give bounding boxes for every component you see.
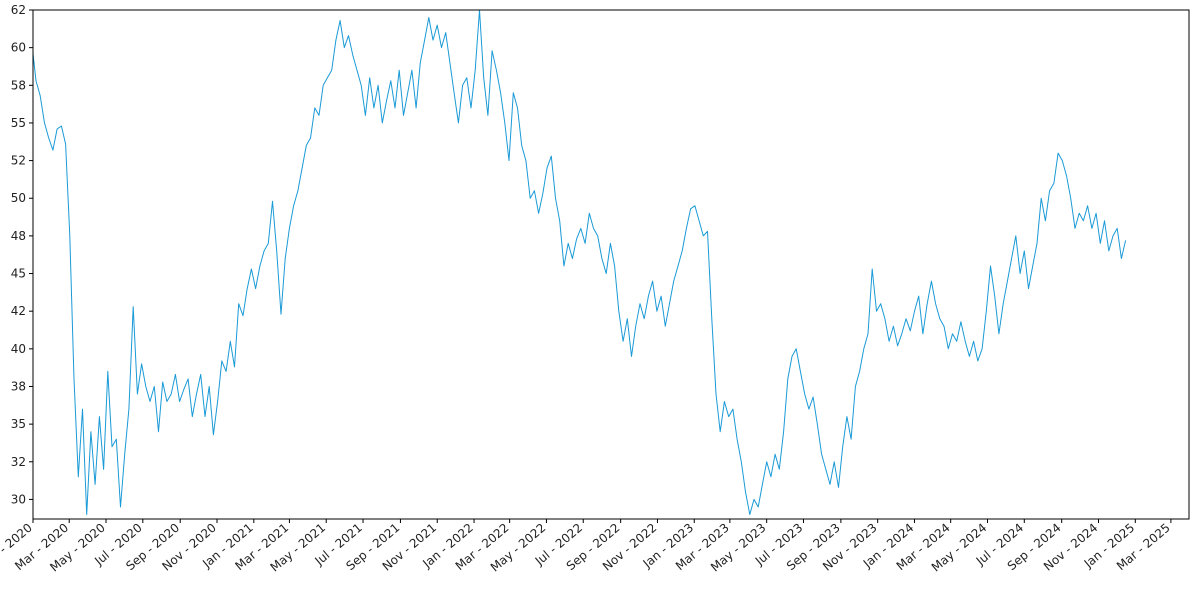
y-tick-label: 32 <box>11 455 26 469</box>
y-tick-label: 45 <box>11 267 26 281</box>
y-tick-label: 35 <box>11 417 26 431</box>
y-tick-label: 52 <box>11 154 26 168</box>
y-tick-label: 55 <box>11 116 26 130</box>
y-tick-label: 62 <box>11 3 26 17</box>
y-tick-label: 50 <box>11 191 26 205</box>
y-axis-ticks: 30 32 35 38 40 42 45 48 50 52 55 58 60 62 <box>11 3 33 506</box>
y-tick-label: 58 <box>11 78 26 92</box>
plot-frame <box>32 9 1190 520</box>
y-tick-label: 42 <box>11 304 26 318</box>
y-tick-label: 38 <box>11 379 26 393</box>
y-tick-label: 40 <box>11 342 26 356</box>
y-tick-label: 48 <box>11 229 26 243</box>
y-tick-label: 60 <box>11 41 26 55</box>
series-line-0 <box>32 9 1127 515</box>
plot-series <box>32 9 1127 515</box>
y-tick-label: 30 <box>11 492 26 506</box>
